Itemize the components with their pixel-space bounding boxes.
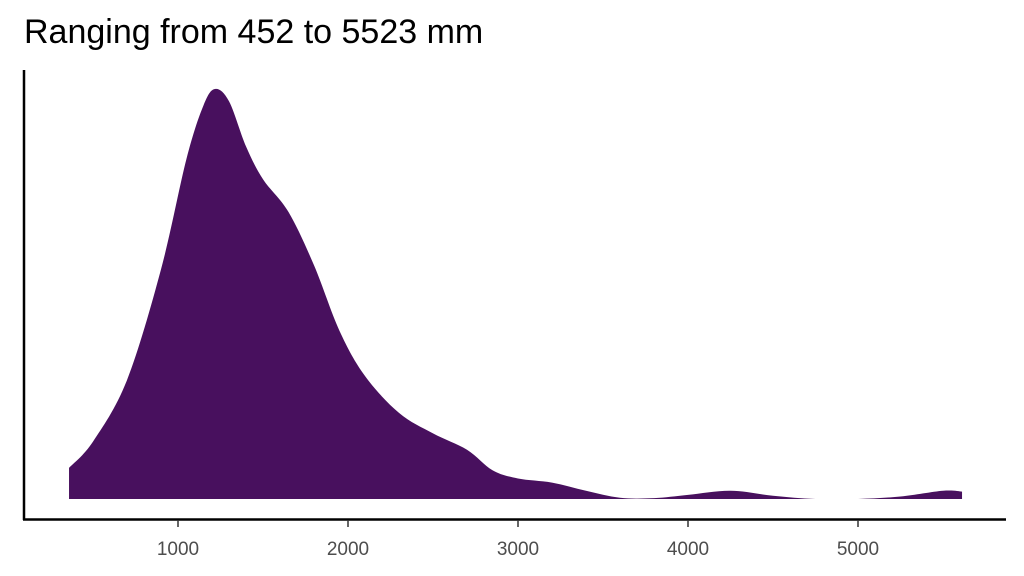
x-tick-label: 5000 [837,539,879,560]
x-tick-label: 4000 [667,539,709,560]
x-tick-label: 1000 [157,539,199,560]
density-fill [69,88,963,499]
chart-title: Ranging from 452 to 5523 mm [24,13,484,51]
x-tick-label: 3000 [497,539,539,560]
x-axis-ticks: 1000 2000 3000 4000 5000 [157,520,879,560]
x-tick-label: 2000 [327,539,369,560]
density-area [69,88,963,499]
